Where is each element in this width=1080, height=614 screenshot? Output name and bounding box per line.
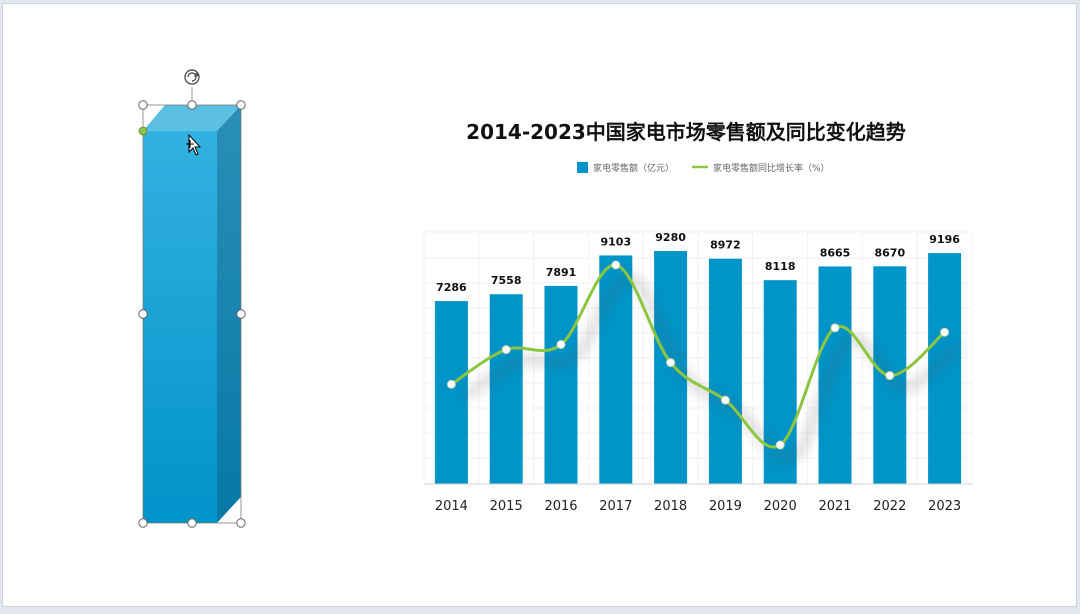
bar-side-face	[217, 105, 241, 523]
bar-value-label: 8665	[820, 246, 851, 259]
resize-handle-bottom[interactable]	[187, 518, 197, 528]
move-cursor-icon	[186, 133, 202, 156]
growth-point-2023	[940, 327, 950, 337]
resize-handle-left[interactable]	[138, 309, 148, 319]
growth-point-2014	[446, 379, 456, 389]
x-tick-label: 2017	[599, 499, 632, 514]
resize-handle-top[interactable]	[187, 100, 197, 110]
growth-line	[450, 263, 946, 449]
chart-title: 2014-2023中国家电市场零售额及同比变化趋势	[466, 120, 906, 144]
resize-handle-right[interactable]	[236, 309, 246, 319]
x-tick-label: 2020	[764, 499, 797, 514]
legend-bar-swatch	[577, 162, 588, 173]
growth-point-2016	[556, 340, 566, 350]
x-tick-label: 2023	[928, 499, 961, 514]
bar-2019	[708, 258, 742, 484]
bar-value-label: 9103	[600, 235, 631, 248]
selected-3d-bar-shape[interactable]	[138, 69, 246, 528]
bar-value-label: 8118	[765, 260, 796, 273]
growth-point-2017	[611, 260, 621, 270]
bar-2016	[544, 285, 578, 484]
bars-group	[434, 251, 962, 484]
bar-value-label: 9280	[655, 231, 686, 244]
bar-2014	[434, 301, 468, 484]
x-tick-labels: 2014 2015 2016 2017 2018 2019 2020 2021 2022 2023	[435, 499, 961, 514]
legend-bar-label: 家电零售额（亿元）	[593, 162, 674, 174]
growth-point-2021	[830, 323, 840, 333]
x-tick-label: 2021	[818, 499, 851, 514]
growth-point-2022	[885, 371, 895, 381]
bar-value-label: 8972	[710, 239, 741, 252]
x-tick-label: 2018	[654, 499, 687, 514]
legend: 家电零售额（亿元） 家电零售额同比增长率（%）	[577, 162, 830, 174]
rotate-handle-icon[interactable]	[184, 69, 200, 85]
x-tick-label: 2014	[435, 499, 468, 514]
growth-line-group	[446, 260, 950, 450]
bar-value-label: 7891	[546, 266, 577, 279]
resize-handle-bottom-right[interactable]	[236, 518, 246, 528]
growth-point-2015	[501, 345, 511, 355]
bar-value-label: 7286	[436, 281, 467, 294]
bar-2017	[599, 255, 633, 484]
growth-point-2019	[720, 395, 730, 405]
bar-2015	[489, 294, 523, 484]
bar-value-label: 9196	[929, 233, 960, 246]
bar-value-label: 8670	[874, 246, 905, 259]
legend-line-label: 家电零售额同比增长率（%）	[713, 162, 830, 174]
bar-top-face	[143, 105, 241, 131]
growth-point-2018	[666, 358, 676, 368]
chart-area: 2014-2023中国家电市场零售额及同比变化趋势 家电零售额（亿元） 家电零售…	[423, 120, 973, 514]
x-tick-label: 2015	[490, 499, 523, 514]
bar-labels-group: 7286 7558 7891 9103 9280 8972 8118 8665 8670 9196	[436, 231, 960, 294]
bar-2021	[818, 266, 852, 484]
adjust-handle-yellow[interactable]	[138, 126, 148, 136]
resize-handle-top-left[interactable]	[138, 100, 148, 110]
bar-value-label: 7558	[491, 274, 522, 287]
growth-point-2020	[775, 440, 785, 450]
line-shadow	[463, 274, 961, 463]
bar-bottom-notch	[217, 497, 241, 523]
x-tick-label: 2022	[873, 499, 906, 514]
growth-line-shadow	[463, 274, 961, 463]
resize-handle-bottom-left[interactable]	[138, 518, 148, 528]
x-tick-label: 2019	[709, 499, 742, 514]
resize-handle-top-right[interactable]	[236, 100, 246, 110]
bar-front-face	[143, 131, 217, 523]
x-tick-label: 2016	[544, 499, 577, 514]
